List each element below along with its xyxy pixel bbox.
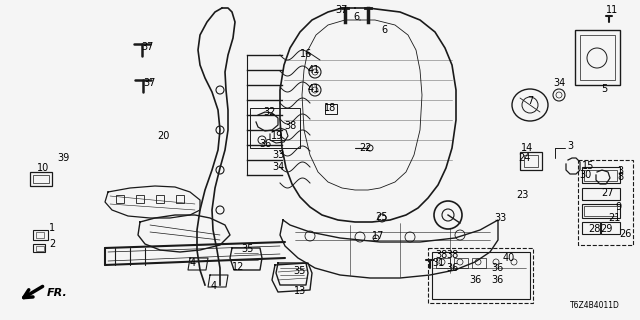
Text: 37: 37 (141, 42, 153, 52)
Text: 34: 34 (553, 78, 565, 88)
Text: 36: 36 (469, 275, 481, 285)
Bar (575, 30, 620, 85)
Text: 19: 19 (271, 131, 283, 141)
Text: 38: 38 (446, 250, 458, 260)
Text: 23: 23 (516, 190, 528, 200)
Text: 38: 38 (284, 121, 296, 131)
Bar (436, 258, 450, 268)
Text: T6Z4B4011D: T6Z4B4011D (570, 301, 620, 310)
Bar (524, 155, 538, 167)
Bar (582, 204, 620, 218)
Text: 22: 22 (359, 143, 371, 153)
Text: 36: 36 (491, 263, 503, 273)
Bar (156, 195, 164, 203)
Text: 33: 33 (494, 213, 506, 223)
Text: 6: 6 (381, 25, 387, 35)
Bar (33, 230, 48, 240)
Text: 1: 1 (49, 223, 55, 233)
Bar (176, 195, 184, 203)
Text: 24: 24 (518, 153, 530, 163)
Text: 7: 7 (527, 96, 533, 106)
Text: 33: 33 (272, 150, 284, 160)
Text: 35: 35 (293, 266, 305, 276)
Text: 15: 15 (582, 161, 594, 171)
Text: 26: 26 (619, 229, 631, 239)
Text: 12: 12 (232, 262, 244, 272)
Bar (582, 222, 600, 234)
Bar (36, 246, 44, 251)
Bar (33, 175, 49, 183)
Text: 41: 41 (308, 84, 320, 94)
Text: 3: 3 (567, 141, 573, 151)
Text: 25: 25 (376, 212, 388, 222)
Text: 38: 38 (435, 250, 447, 260)
Text: 36: 36 (491, 275, 503, 285)
Bar (582, 167, 620, 183)
Bar (136, 195, 144, 203)
Bar (30, 172, 52, 186)
Text: 40: 40 (503, 253, 515, 263)
Text: 14: 14 (521, 143, 533, 153)
Bar (601, 222, 620, 234)
Text: 3: 3 (617, 166, 623, 176)
Bar (584, 170, 617, 181)
Text: 36: 36 (446, 263, 458, 273)
Text: 30: 30 (579, 170, 591, 180)
Bar (250, 108, 300, 148)
Text: 39: 39 (57, 153, 69, 163)
Text: 13: 13 (294, 286, 306, 296)
Text: 37: 37 (143, 78, 155, 88)
Text: 31: 31 (432, 258, 444, 268)
Bar (580, 35, 615, 80)
Bar (454, 258, 468, 268)
Bar (36, 232, 44, 238)
Bar (116, 195, 124, 203)
Text: 5: 5 (601, 84, 607, 94)
Bar (428, 248, 533, 303)
Bar (33, 244, 45, 252)
Text: 32: 32 (264, 107, 276, 117)
Text: 35: 35 (242, 244, 254, 254)
Text: 37: 37 (336, 5, 348, 15)
Text: 18: 18 (324, 103, 336, 113)
Text: 17: 17 (372, 231, 384, 241)
Bar (578, 160, 633, 245)
Bar (325, 104, 337, 114)
Text: 20: 20 (157, 131, 169, 141)
Text: 8: 8 (617, 172, 623, 182)
Bar (582, 188, 620, 200)
Text: 27: 27 (602, 188, 614, 198)
Text: 16: 16 (300, 49, 312, 59)
Text: 28: 28 (588, 224, 600, 234)
Text: 21: 21 (608, 213, 620, 223)
Text: 29: 29 (600, 224, 612, 234)
Text: 4: 4 (190, 258, 196, 268)
Bar (472, 258, 486, 268)
Text: 9: 9 (615, 202, 621, 212)
Text: FR.: FR. (47, 288, 68, 298)
Text: 6: 6 (353, 12, 359, 22)
Text: 10: 10 (37, 163, 49, 173)
Text: 4: 4 (211, 281, 217, 291)
Text: 41: 41 (308, 65, 320, 75)
Text: 34: 34 (272, 162, 284, 172)
Bar (520, 152, 542, 170)
Text: 36: 36 (259, 139, 271, 149)
Text: 11: 11 (606, 5, 618, 15)
Text: 2: 2 (49, 239, 55, 249)
Bar (584, 206, 617, 216)
Bar (432, 252, 530, 299)
